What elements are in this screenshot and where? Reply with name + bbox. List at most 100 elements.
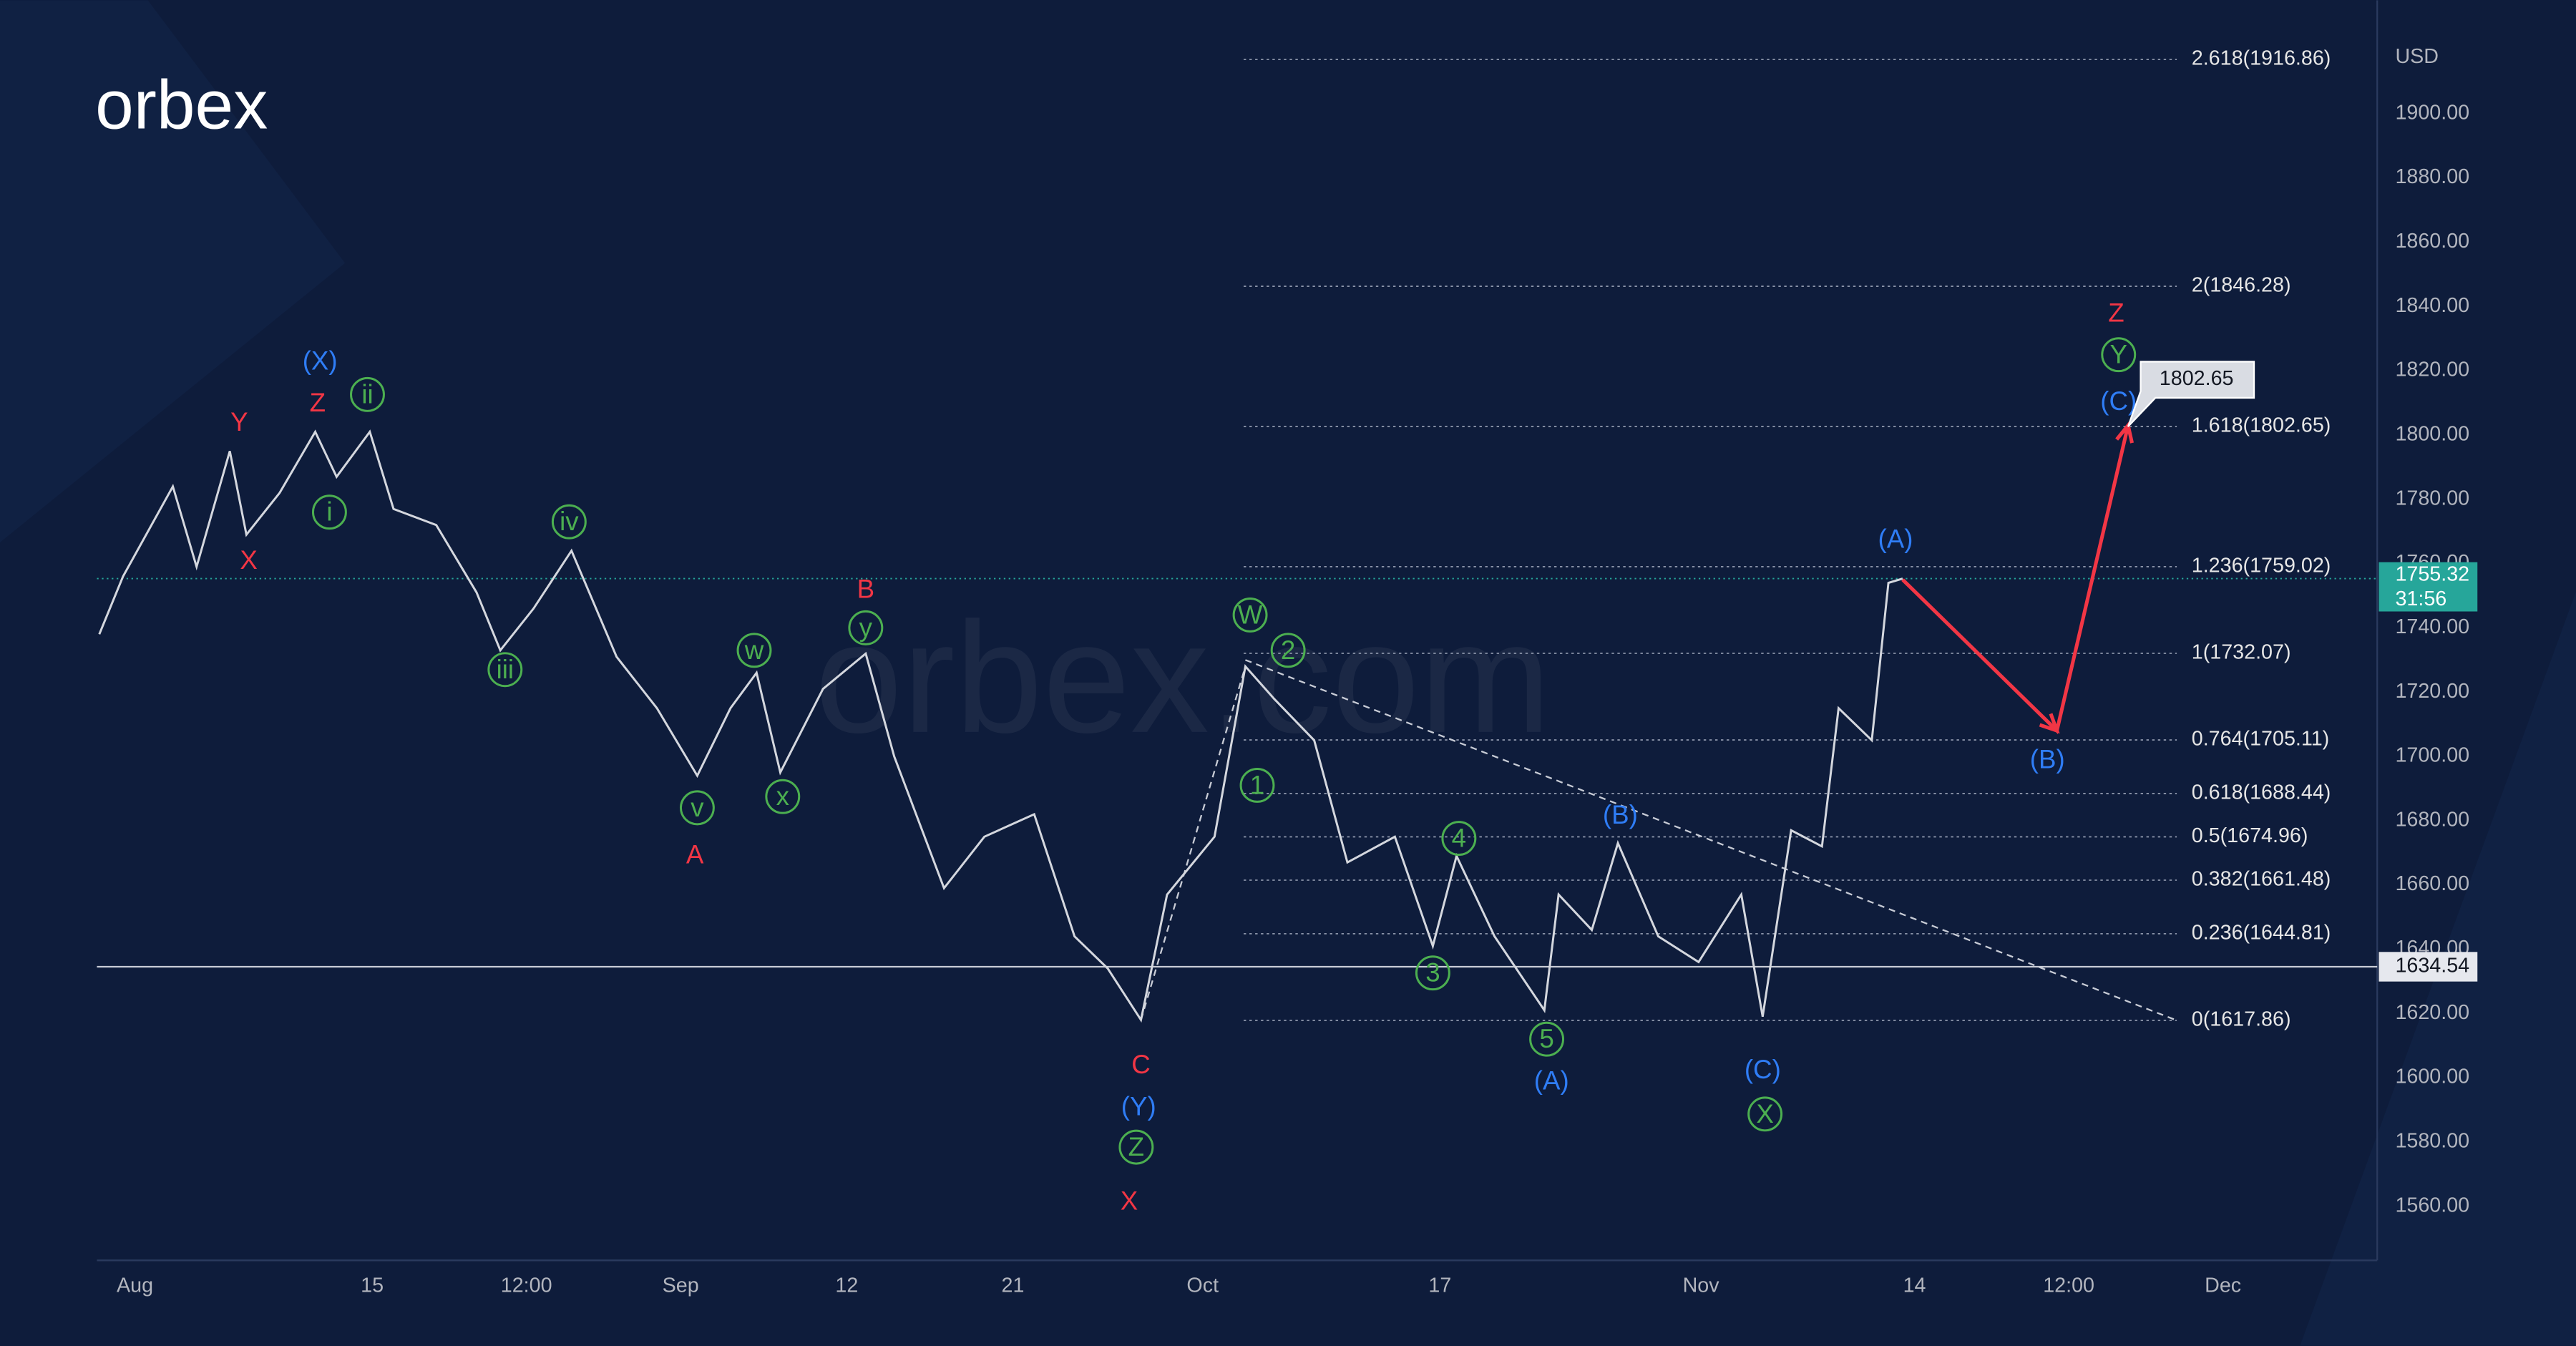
- logo: orbex: [95, 67, 268, 144]
- fib-label: 0.618(1688.44): [2192, 781, 2331, 804]
- wave-label: ii: [361, 379, 373, 409]
- fib-label: 2(1846.28): [2192, 274, 2291, 297]
- fib-label: 2.618(1916.86): [2192, 47, 2331, 70]
- wave-circle: [1118, 1129, 1154, 1165]
- wave-circle: [1415, 955, 1450, 991]
- y-tick-label: 1600.00: [2395, 1065, 2469, 1088]
- fib-label: 0.236(1644.81): [2192, 921, 2331, 944]
- x-tick-label: 14: [1903, 1274, 1926, 1297]
- x-tick-label: 17: [1428, 1274, 1451, 1297]
- trendline: [1245, 659, 2176, 1021]
- callout-box: [2127, 361, 2255, 427]
- wave-label: iii: [497, 655, 514, 684]
- wave-label: 2: [1281, 635, 1295, 665]
- wave-label: X: [240, 545, 258, 575]
- x-tick-label: 12:00: [2043, 1274, 2094, 1297]
- wave-label: (C): [2100, 386, 2137, 416]
- wave-circle: [2101, 337, 2137, 373]
- wave-label: Y: [2109, 340, 2127, 369]
- unit-label: USD: [2395, 45, 2439, 68]
- fib-label: 1(1732.07): [2192, 641, 2291, 664]
- wave-circle: [736, 633, 772, 668]
- last-price-label: 1755.32: [2395, 563, 2469, 586]
- y-tick-label: 1800.00: [2395, 423, 2469, 446]
- y-tick-label: 1900.00: [2395, 101, 2469, 124]
- fib-label: 0.382(1661.48): [2192, 868, 2331, 891]
- wave-label: w: [744, 635, 764, 665]
- wave-circle: [1239, 767, 1275, 803]
- y-tick-label: 1560.00: [2395, 1194, 2469, 1216]
- x-tick-label: Oct: [1186, 1274, 1219, 1297]
- wave-circle: [311, 494, 347, 530]
- fib-label: 0.764(1705.11): [2192, 728, 2329, 751]
- y-tick-label: 1860.00: [2395, 230, 2469, 253]
- y-tick-label: 1700.00: [2395, 744, 2469, 767]
- x-tick-label: Dec: [2205, 1274, 2241, 1297]
- wave-circle: [1529, 1021, 1565, 1057]
- y-tick-label: 1780.00: [2395, 487, 2469, 509]
- hline-tag: [2379, 952, 2478, 982]
- y-tick-label: 1660.00: [2395, 872, 2469, 895]
- y-tick-label: 1580.00: [2395, 1130, 2469, 1153]
- x-tick-label: Aug: [117, 1274, 153, 1297]
- fib-label: 1.236(1759.02): [2192, 555, 2331, 577]
- wave-label: B: [857, 574, 874, 603]
- fib-label: 0.5(1674.96): [2192, 824, 2308, 847]
- wave-circle: [1441, 821, 1477, 856]
- wave-label: 5: [1539, 1024, 1553, 1053]
- wave-label: x: [776, 781, 789, 811]
- x-tick-label: 12: [835, 1274, 858, 1297]
- wave-label: (A): [1878, 524, 1913, 553]
- wave-label: X: [1756, 1099, 1774, 1128]
- watermark: orbex.com: [815, 589, 1551, 766]
- x-tick-label: 21: [1001, 1274, 1024, 1297]
- last-price-tag: [2379, 562, 2478, 612]
- x-tick-label: Nov: [1683, 1274, 1720, 1297]
- y-tick-label: 1680.00: [2395, 808, 2469, 831]
- wave-label: Y: [230, 407, 248, 437]
- price-line: [98, 429, 1903, 1023]
- x-tick-label: 15: [361, 1274, 384, 1297]
- wave-circle: [848, 610, 884, 645]
- wave-label: A: [686, 839, 704, 869]
- wave-label: 3: [1425, 958, 1440, 987]
- wave-label: (C): [1745, 1055, 1781, 1084]
- y-tick-label: 1880.00: [2395, 165, 2469, 188]
- wave-circle: [350, 376, 385, 412]
- arrow-head: [2039, 713, 2060, 734]
- wave-circle: [1232, 597, 1268, 633]
- wave-circle: [765, 779, 801, 814]
- y-tick-label: 1840.00: [2395, 294, 2469, 317]
- wave-circle: [1270, 633, 1306, 668]
- wave-circle: [551, 504, 587, 540]
- wave-label: C: [1131, 1050, 1151, 1079]
- wave-label: (B): [1603, 800, 1638, 829]
- wave-label: (Y): [1121, 1092, 1156, 1121]
- fib-label: 0(1617.86): [2192, 1008, 2291, 1030]
- wave-label: W: [1238, 600, 1263, 629]
- wave-label: (A): [1534, 1066, 1569, 1096]
- trendline: [1140, 665, 1246, 1020]
- wave-circle: [679, 790, 715, 826]
- wave-label: iv: [560, 507, 579, 536]
- wave-label: (B): [2030, 745, 2065, 774]
- decor: [0, 0, 346, 542]
- wave-label: y: [859, 613, 873, 642]
- y-tick-label: 1820.00: [2395, 359, 2469, 381]
- wave-label: i: [326, 497, 332, 527]
- y-tick-label: 1740.00: [2395, 615, 2469, 638]
- wave-circle: [1747, 1096, 1783, 1132]
- y-tick-label: 1620.00: [2395, 1001, 2469, 1024]
- x-tick-label: 12:00: [501, 1274, 552, 1297]
- wave-label: (X): [303, 346, 338, 376]
- wave-label: v: [691, 793, 704, 822]
- wave-label: Z: [2108, 298, 2124, 327]
- wave-label: 1: [1250, 770, 1264, 799]
- wave-label: Z: [310, 388, 326, 417]
- x-tick-label: Sep: [663, 1274, 699, 1297]
- countdown-label: 31:56: [2395, 587, 2446, 610]
- hline-tag-label: 1634.54: [2395, 955, 2469, 977]
- wave-label: Z: [1128, 1132, 1144, 1161]
